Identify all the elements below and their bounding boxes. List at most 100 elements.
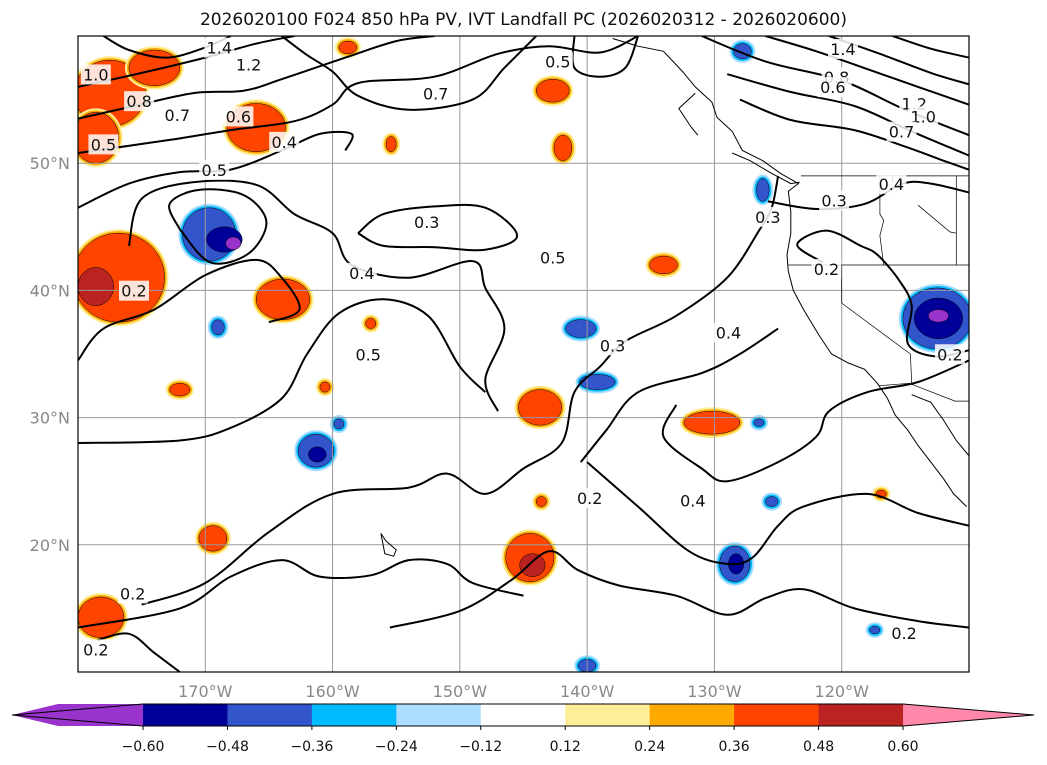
pv-contour-line <box>281 36 537 111</box>
contour-label: 0.3 <box>821 191 846 210</box>
contour-label-bg <box>827 38 858 59</box>
pv-contour-line <box>580 327 779 463</box>
colorbar-tick-label: 0.36 <box>719 739 750 755</box>
pv-blob <box>308 446 327 463</box>
contour-label: 1.4 <box>207 39 232 58</box>
contour-label-bg <box>811 259 842 280</box>
contour-label: 0.8 <box>126 92 151 111</box>
contour-label-bg <box>542 51 573 72</box>
pv-blob <box>649 255 678 275</box>
colorbar-segment <box>143 704 228 726</box>
pv-blob <box>535 78 570 103</box>
pv-blob <box>319 381 331 393</box>
coastline <box>678 92 699 136</box>
colorbar-labels: −0.60 −0.48 −0.36 −0.24 −0.12 0.12 0.24 0.36 0.4… <box>122 726 919 755</box>
colorbar-segment <box>565 704 651 726</box>
pv-contour-line <box>765 36 969 106</box>
coastline <box>732 152 800 185</box>
contour-label: 0.7 <box>423 85 448 104</box>
contour-label-bg <box>199 159 230 180</box>
pv-contour-line <box>96 632 181 672</box>
pv-blob <box>78 267 114 306</box>
pv-contour-line <box>168 188 268 265</box>
contour-label-bg <box>420 83 451 104</box>
pv-contour-line <box>78 130 354 209</box>
contour-label-layer: 1.41.21.00.80.7 0.60.5 0.40.50.70.50.30.50… <box>80 37 965 660</box>
contour-label: 0.5 <box>91 135 116 154</box>
pv-contour-line <box>78 298 487 444</box>
pv-blob <box>683 410 741 435</box>
pv-blob <box>198 525 228 552</box>
colorbar-tick-label: −0.36 <box>290 739 333 755</box>
lat-tick-label: 20°N <box>30 536 70 555</box>
pv-blob <box>518 389 562 426</box>
lat-tick-label: 40°N <box>30 281 70 300</box>
pv-contour-line <box>586 461 969 566</box>
contour-label-bg <box>817 77 848 98</box>
contour-label-bg <box>537 247 568 268</box>
coastline <box>911 394 969 457</box>
pv-contour-line <box>739 98 969 171</box>
pv-blob <box>553 134 573 161</box>
pv-contour-line <box>796 229 969 358</box>
lon-tick-label: 160°W <box>305 682 360 701</box>
pv-blob <box>169 383 191 397</box>
contour-label-bg <box>889 622 920 643</box>
pv-contour-line <box>726 73 969 157</box>
lon-tick-label: 130°W <box>687 682 742 701</box>
pv-blob <box>225 236 242 250</box>
pv-blob <box>765 496 779 507</box>
coastline <box>612 38 967 507</box>
colorbar-tick-label: 0.12 <box>550 739 581 755</box>
pv-blob <box>78 596 125 638</box>
contour-label: 0.2 <box>83 640 108 659</box>
pv-contour-line <box>78 36 639 154</box>
contour-label: 0.2 <box>577 489 602 508</box>
contour-label-bg <box>233 54 264 75</box>
contour-label: 0.2 <box>891 624 916 643</box>
border-line <box>917 204 957 234</box>
colorbar-extend-high <box>903 704 1034 726</box>
colorbar-tick-label: −0.12 <box>459 739 502 755</box>
lon-tick-label: 120°W <box>815 682 870 701</box>
contour-label-bg <box>574 488 605 509</box>
contour-label-bg <box>934 344 965 365</box>
contour-label: 0.5 <box>201 161 226 180</box>
pv-blob <box>869 625 881 635</box>
lon-tick-label: 140°W <box>560 682 615 701</box>
contour-label: 1.4 <box>830 40 855 59</box>
longitude-tick-labels: 170°W 160°W 150°W 140°W 130°W 120°W <box>178 682 869 701</box>
contour-label-bg <box>223 106 254 127</box>
colorbar-segment <box>818 704 904 726</box>
pv-blob <box>519 553 546 577</box>
contour-label-bg <box>80 639 111 660</box>
colorbar <box>11 703 1035 727</box>
lat-tick-label: 30°N <box>30 409 70 428</box>
contour-label-bg <box>269 131 300 152</box>
pv-contour-line <box>389 550 969 629</box>
contour-label: 0.5 <box>545 53 570 72</box>
colorbar-extend-low <box>12 704 143 726</box>
pv-blob <box>385 136 397 153</box>
pv-blob <box>128 49 181 86</box>
contour-label: 0.6 <box>820 78 845 97</box>
contour-label-bg <box>908 106 939 127</box>
contour-label-bg <box>886 121 917 142</box>
pv-blob <box>928 309 949 323</box>
contour-label-bg <box>80 64 111 85</box>
contour-label-bg <box>819 190 850 211</box>
contour-label: 1.0 <box>910 107 935 126</box>
pv-blob <box>579 374 616 390</box>
latitude-tick-labels: 20°N 30°N 40°N 50°N <box>30 154 70 555</box>
contour-label-bg <box>677 490 708 511</box>
pv-contour-line <box>78 558 524 629</box>
contour-label-bg <box>162 105 193 126</box>
contour-label-bg <box>204 37 235 58</box>
contour-label-bg <box>117 583 148 604</box>
contour-label: 0.7 <box>889 123 914 142</box>
pv-blob <box>535 496 547 507</box>
border-line <box>841 265 913 384</box>
map-frame <box>77 35 970 673</box>
colorbar-segment <box>396 704 482 726</box>
